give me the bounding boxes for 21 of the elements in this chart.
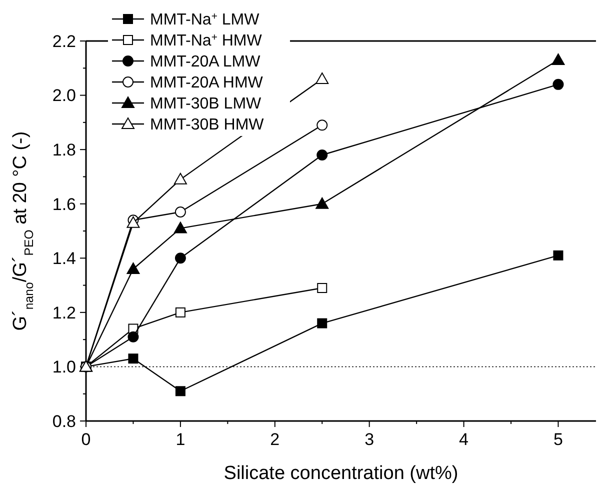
y-tick-label: 0.8 — [52, 412, 76, 431]
y-tick-label: 1.0 — [52, 358, 76, 377]
legend-label: MMT-30B LMW — [150, 96, 262, 113]
y-tick-label: 1.6 — [52, 194, 76, 214]
x-axis-title: Silicate concentration (wt%) — [224, 463, 458, 484]
y-tick-label: 1.8 — [52, 140, 76, 160]
x-tick-label: 5 — [553, 430, 563, 449]
y-tick-label: 2.0 — [52, 86, 76, 106]
x-tick-label: 1 — [176, 430, 186, 449]
legend-label: MMT-20A HMW — [150, 74, 264, 92]
legend-label: MMT-Na$^{+}$ HMW — [150, 32, 263, 50]
legend-label: MMT-20A LMW — [150, 54, 262, 71]
y-tick-label: 1.2 — [52, 303, 76, 322]
legend-label: MMT-30B HMW — [150, 116, 265, 134]
x-tick-label: 4 — [459, 430, 469, 449]
legend-label: MMT-Na$^{+}$ LMW — [150, 11, 260, 29]
x-tick-label: 2 — [270, 430, 280, 449]
x-tick-label: 0 — [81, 430, 91, 449]
x-tick-label: 3 — [364, 430, 374, 449]
y-tick-label: 2.2 — [52, 32, 76, 51]
y-tick-label: 1.4 — [52, 249, 76, 268]
